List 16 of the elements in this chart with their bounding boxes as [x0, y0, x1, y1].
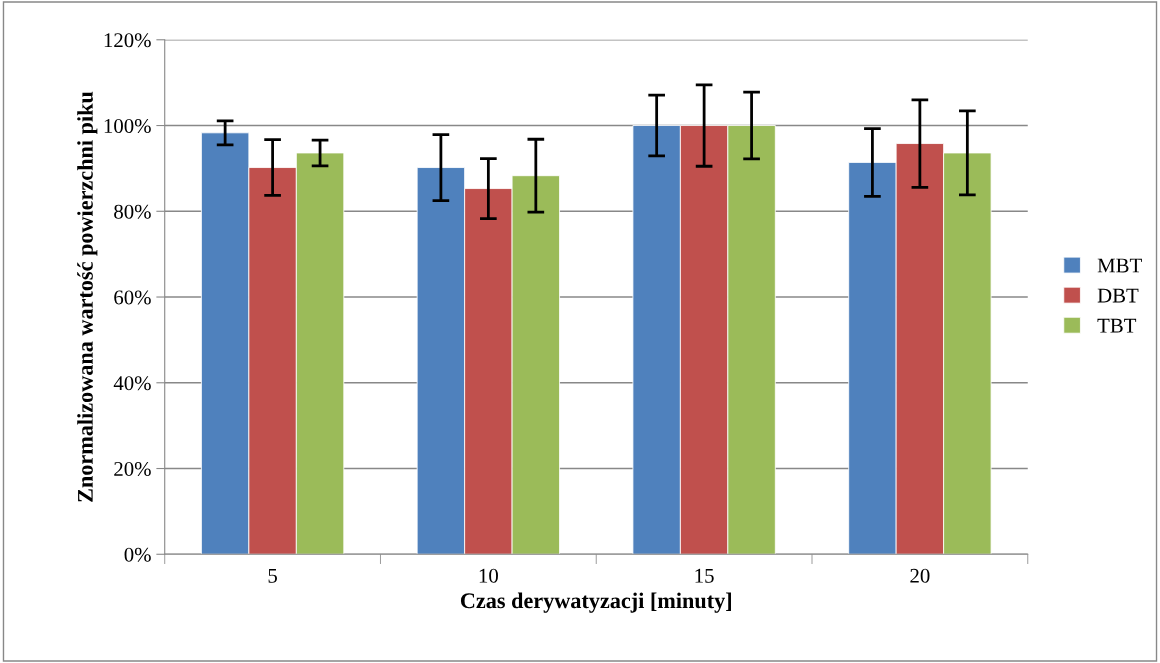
x-tick-label: 20: [910, 568, 930, 583]
x-axis-title: Czas derywatyzacji [minuty]: [460, 592, 731, 613]
legend-label: MBT: [1097, 258, 1142, 273]
y-tick-label: 60%: [114, 290, 151, 305]
y-tick-label: 80%: [114, 204, 151, 219]
y-tick-label: 0%: [124, 547, 151, 562]
legend-label: TBT: [1097, 318, 1137, 333]
y-axis-title: Znormalizowana wartość powierzchni piku: [77, 91, 98, 502]
y-tick-label: 120%: [104, 33, 151, 48]
y-tick-label: 20%: [114, 461, 151, 477]
x-tick-label: 15: [695, 568, 714, 583]
x-tick-label: 10: [479, 568, 498, 583]
x-tick-label: 5: [268, 568, 277, 583]
y-tick-label: 40%: [113, 376, 151, 391]
legend-label: DBT: [1097, 288, 1139, 303]
y-tick-label: 100%: [104, 118, 151, 134]
